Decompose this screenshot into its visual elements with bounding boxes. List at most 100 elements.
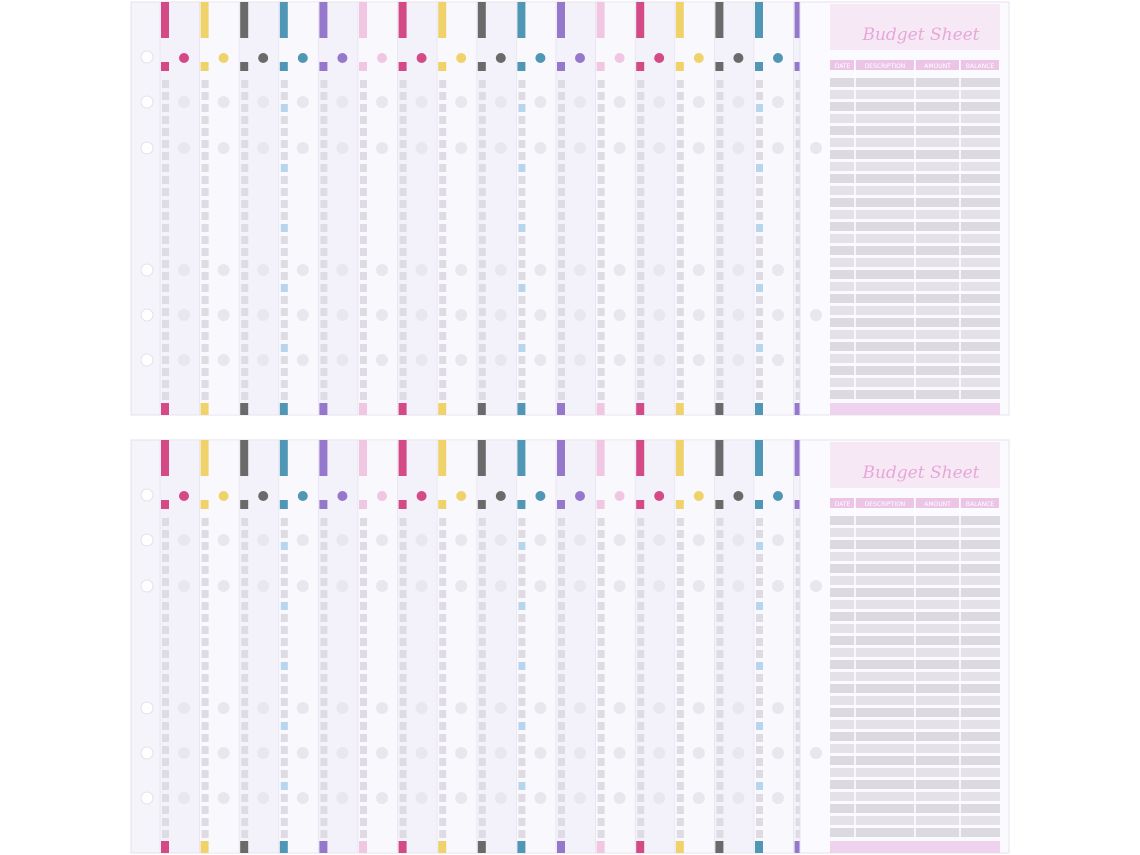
row-cell bbox=[795, 806, 803, 814]
punch-hole bbox=[140, 353, 154, 367]
row-cell bbox=[676, 578, 684, 586]
row-cell bbox=[201, 212, 209, 220]
row-cell bbox=[280, 80, 288, 88]
row-cell bbox=[360, 638, 367, 646]
row-cell bbox=[518, 200, 526, 208]
row-cell bbox=[676, 116, 684, 124]
header-chip bbox=[438, 500, 447, 509]
row-cell bbox=[162, 92, 169, 100]
row-cell bbox=[795, 272, 803, 280]
punch-hole bbox=[415, 309, 428, 321]
row-cell bbox=[795, 722, 803, 730]
punch-hole bbox=[772, 354, 784, 366]
row-cell bbox=[558, 758, 565, 766]
row-cell bbox=[439, 590, 447, 598]
row-cell bbox=[241, 392, 249, 400]
punch-hole bbox=[415, 534, 428, 546]
row-cell bbox=[399, 392, 407, 400]
punch-hole bbox=[534, 747, 547, 759]
row-cell bbox=[518, 590, 526, 598]
header-cell bbox=[855, 498, 914, 508]
row-cell bbox=[558, 152, 565, 160]
row-cell bbox=[399, 770, 407, 778]
color-tab-bottom bbox=[636, 841, 645, 853]
punch-hole bbox=[217, 354, 230, 366]
row-cell bbox=[280, 758, 288, 766]
punch-hole bbox=[455, 264, 468, 276]
punch-hole bbox=[296, 142, 309, 154]
row-cell bbox=[162, 542, 169, 550]
row-cell bbox=[597, 626, 605, 634]
row-cell bbox=[795, 818, 803, 826]
row-cell bbox=[241, 614, 249, 622]
row-cell bbox=[716, 80, 724, 88]
header-chip bbox=[557, 62, 565, 71]
row-cell bbox=[716, 638, 724, 646]
row-cell bbox=[280, 830, 288, 838]
row-cell bbox=[399, 248, 407, 256]
row-cell bbox=[360, 746, 367, 754]
header-chip bbox=[715, 500, 724, 509]
row-cell bbox=[280, 566, 288, 574]
row-cell bbox=[360, 662, 367, 670]
row-cell bbox=[756, 734, 763, 742]
color-tab-bottom bbox=[279, 403, 288, 415]
row-cell bbox=[201, 674, 209, 682]
row-cell bbox=[241, 590, 249, 598]
row-cell bbox=[162, 164, 169, 172]
row-cell bbox=[162, 698, 169, 706]
row-cell bbox=[756, 152, 763, 160]
row-cell bbox=[676, 770, 684, 778]
row-cell bbox=[399, 200, 407, 208]
color-tab bbox=[517, 440, 526, 476]
row-cell bbox=[676, 380, 684, 388]
row-cell bbox=[280, 104, 288, 112]
row-cell bbox=[558, 224, 565, 232]
punch-hole bbox=[178, 142, 190, 154]
header-chip bbox=[161, 500, 169, 509]
row-cell bbox=[597, 554, 605, 562]
row-cell bbox=[637, 782, 645, 790]
row-cell bbox=[518, 80, 526, 88]
row-cell bbox=[241, 152, 249, 160]
row-cell bbox=[280, 794, 288, 802]
row-cell bbox=[360, 602, 367, 610]
punch-hole bbox=[257, 264, 270, 276]
row-cell bbox=[241, 260, 249, 268]
row-cell bbox=[320, 710, 328, 718]
row-cell bbox=[795, 794, 803, 802]
punch-hole bbox=[613, 309, 626, 321]
row-cell bbox=[597, 152, 605, 160]
row-cell bbox=[795, 542, 803, 550]
row-cell bbox=[399, 806, 407, 814]
row-cell bbox=[439, 602, 447, 610]
header-chip bbox=[755, 62, 763, 71]
row-cell bbox=[637, 140, 645, 148]
row-cell bbox=[320, 296, 328, 304]
punch-hole bbox=[534, 792, 547, 804]
row-cell bbox=[597, 818, 605, 826]
punch-hole bbox=[455, 580, 468, 592]
color-tab-bottom bbox=[240, 841, 249, 853]
row-cell bbox=[399, 794, 407, 802]
row-cell bbox=[597, 224, 605, 232]
punch-hole bbox=[336, 96, 349, 108]
row-cell bbox=[439, 260, 447, 268]
row-cell bbox=[201, 152, 209, 160]
row-cell bbox=[320, 392, 328, 400]
row-cell bbox=[558, 188, 565, 196]
row-cell bbox=[201, 650, 209, 658]
row-cell bbox=[756, 236, 763, 244]
row-cell bbox=[676, 200, 684, 208]
row-cell bbox=[795, 518, 803, 526]
row-cell bbox=[399, 638, 407, 646]
row-cell bbox=[795, 296, 803, 304]
row-cell bbox=[162, 368, 169, 376]
row-cell bbox=[280, 710, 288, 718]
row-cell bbox=[478, 380, 486, 388]
row-cell bbox=[756, 590, 763, 598]
punch-hole bbox=[178, 96, 190, 108]
punch-hole bbox=[257, 354, 270, 366]
row-cell bbox=[756, 650, 763, 658]
row-cell bbox=[320, 80, 328, 88]
